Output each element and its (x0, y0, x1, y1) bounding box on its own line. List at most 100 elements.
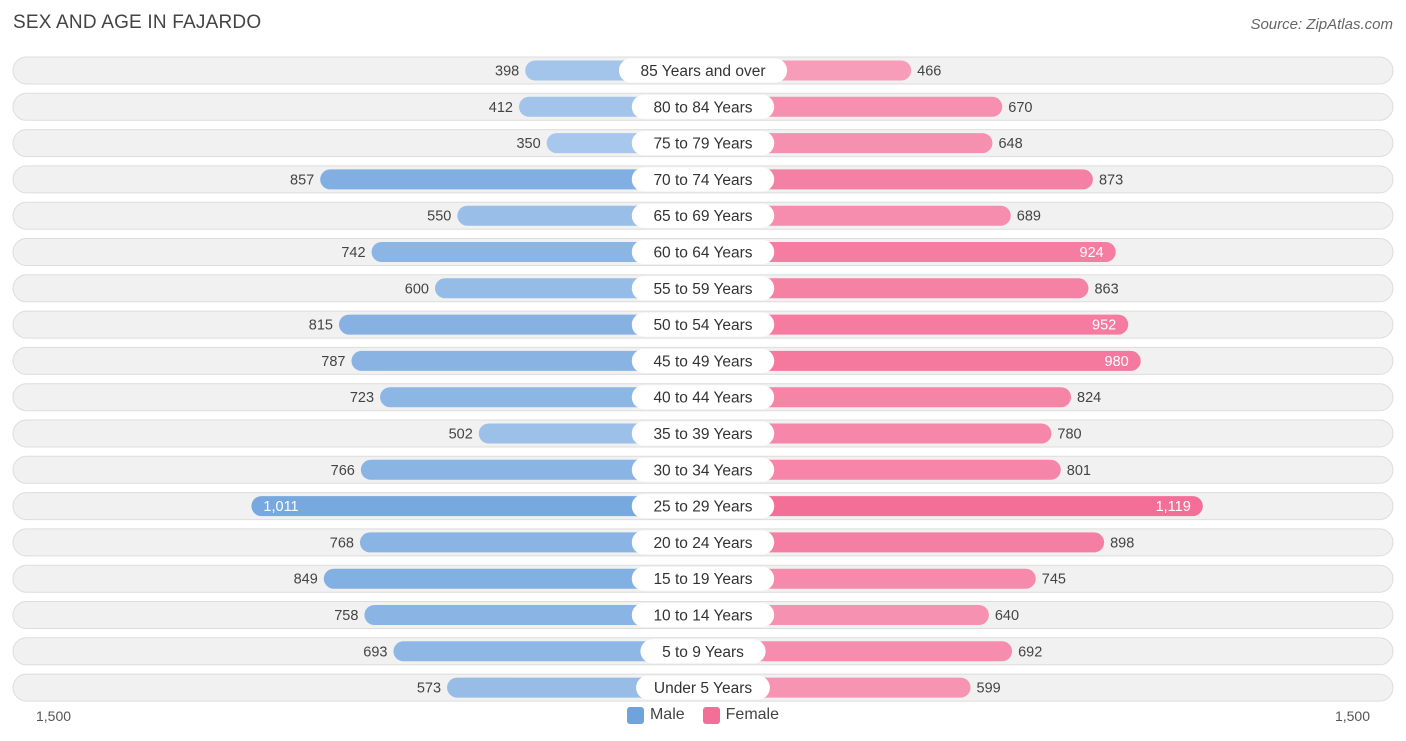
bar-female (703, 387, 1072, 408)
axis-label-left: 1,500 (36, 708, 72, 724)
bar-female (703, 314, 1129, 335)
legend: Male Female (0, 706, 1406, 724)
value-label-female: 640 (995, 608, 1019, 624)
category-label-pill (631, 530, 775, 555)
bar-female (703, 96, 1003, 117)
category-label: 15 to 19 Years (653, 571, 752, 588)
category-label: 80 to 84 Years (653, 99, 752, 116)
value-label-male: 766 (331, 463, 355, 479)
category-label-pill (631, 276, 775, 301)
bar-female (703, 350, 1141, 371)
value-label-male: 573 (417, 681, 441, 697)
legend-label-male: Male (649, 706, 685, 723)
bar-female (703, 278, 1089, 299)
category-label: Under 5 Years (654, 680, 752, 697)
legend-item-female[interactable]: Female (702, 706, 780, 724)
category-label: 70 to 74 Years (653, 172, 752, 189)
category-label-pill (631, 421, 775, 446)
chart-title: SEX AND AGE IN FAJARDO (13, 12, 262, 33)
category-label-pill (631, 385, 775, 410)
value-label-male: 550 (427, 209, 451, 225)
value-label-male: 502 (449, 427, 473, 443)
category-label-pill (631, 94, 775, 119)
value-label-male: 849 (294, 572, 318, 588)
category-label: 5 to 9 Years (662, 644, 744, 661)
value-label-male: 815 (309, 318, 333, 334)
value-label-male: 1,011 (263, 499, 298, 515)
bar-male (393, 641, 703, 662)
category-label: 40 to 44 Years (653, 390, 752, 407)
value-label-female: 689 (1017, 209, 1041, 225)
value-label-female: 952 (1092, 318, 1116, 334)
category-label-pill (631, 203, 775, 228)
category-label: 20 to 24 Years (653, 535, 752, 552)
bar-female (703, 677, 971, 698)
legend-swatch-male (626, 706, 644, 724)
category-label: 85 Years and over (641, 63, 766, 80)
value-label-male: 350 (516, 136, 540, 152)
bar-female (703, 133, 993, 154)
bar-female (703, 169, 1093, 190)
category-label: 75 to 79 Years (653, 136, 752, 153)
category-label-pill (631, 131, 775, 156)
bar-female (703, 496, 1203, 517)
category-label-pill (618, 58, 788, 83)
value-label-female: 692 (1018, 644, 1042, 660)
category-label-pill (640, 639, 766, 664)
bar-female (703, 459, 1061, 480)
category-label: 10 to 14 Years (653, 608, 752, 625)
category-label: 45 to 49 Years (653, 353, 752, 370)
category-label-pill (636, 675, 770, 700)
value-label-male: 857 (290, 172, 314, 188)
bar-male (338, 314, 703, 335)
category-label-pill (631, 348, 775, 373)
source-credit: Source: ZipAtlas.com (1250, 16, 1393, 33)
bar-male (364, 605, 703, 625)
category-label-pill (631, 603, 775, 627)
bar-female (703, 641, 1013, 662)
value-label-female: 824 (1077, 390, 1101, 406)
bar-male (371, 242, 703, 262)
legend-label-female: Female (725, 706, 780, 723)
category-label: 30 to 34 Years (653, 462, 752, 479)
bar-female (703, 605, 989, 625)
category-label: 60 to 64 Years (653, 245, 752, 262)
value-label-female: 1,119 (1156, 499, 1191, 515)
value-label-male: 758 (334, 608, 358, 624)
value-label-female: 780 (1057, 427, 1081, 443)
value-label-female: 924 (1080, 245, 1104, 261)
legend-item-male[interactable]: Male (626, 706, 685, 724)
value-label-female: 873 (1099, 172, 1123, 188)
bar-male (359, 532, 703, 553)
value-label-male: 787 (321, 354, 345, 370)
category-label: 50 to 54 Years (653, 317, 752, 334)
bar-female (703, 568, 1036, 589)
value-label-male: 412 (489, 100, 513, 116)
value-label-female: 980 (1105, 354, 1129, 370)
value-label-male: 600 (405, 281, 429, 297)
value-label-male: 768 (330, 535, 354, 551)
bar-female (703, 423, 1052, 444)
bar-male (360, 459, 703, 480)
category-label-pill (631, 240, 775, 264)
value-label-female: 466 (917, 64, 941, 80)
bar-female (703, 532, 1105, 553)
value-label-male: 693 (363, 644, 387, 660)
category-label: 55 to 59 Years (653, 281, 752, 298)
value-label-female: 898 (1110, 535, 1134, 551)
value-label-female: 670 (1008, 100, 1032, 116)
value-label-female: 745 (1042, 572, 1066, 588)
category-label-pill (631, 494, 775, 519)
legend-swatch-female (702, 706, 720, 724)
category-label-pill (631, 167, 775, 192)
axis-label-right: 1,500 (1334, 708, 1370, 724)
value-label-male: 398 (495, 64, 519, 80)
bar-female (703, 242, 1116, 262)
value-label-male: 723 (350, 390, 374, 406)
category-label: 35 to 39 Years (653, 426, 752, 443)
category-label: 25 to 29 Years (653, 499, 752, 516)
bar-female (703, 205, 1011, 226)
category-label: 65 to 69 Years (653, 208, 752, 225)
value-label-female: 599 (977, 681, 1001, 697)
